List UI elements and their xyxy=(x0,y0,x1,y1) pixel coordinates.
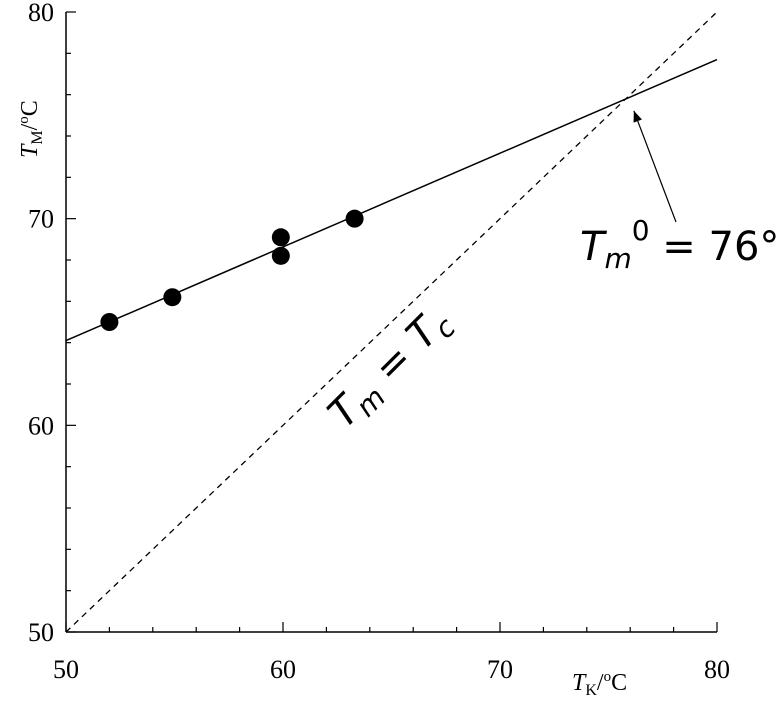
data-point xyxy=(345,209,364,228)
diagonal-annotation: Tm = Tc xyxy=(320,298,463,441)
reference-line xyxy=(65,11,718,633)
y-axis-label: TM/oC xyxy=(16,100,46,158)
x-tick-label: 70 xyxy=(487,655,513,684)
data-point xyxy=(271,246,290,265)
arrow-shaft xyxy=(633,110,677,223)
tick-labels: 50 60 70 80 50 60 70 80 xyxy=(28,0,730,684)
y-tick-label: 80 xyxy=(28,0,54,27)
x-tick-label: 60 xyxy=(270,655,296,684)
x-tick-label: 50 xyxy=(53,655,79,684)
data-point xyxy=(100,313,119,331)
axes xyxy=(65,11,718,633)
annotation-arrow xyxy=(633,110,677,223)
chart-lines xyxy=(65,11,718,633)
arrow-head xyxy=(633,110,642,123)
x-axis-label: TK/oC xyxy=(572,669,627,699)
data-points xyxy=(100,209,364,331)
x-tick-label: 80 xyxy=(704,655,730,684)
equilibrium-annotation: Tm0 = 76°C xyxy=(580,214,780,275)
data-point xyxy=(163,288,182,307)
y-tick-label: 70 xyxy=(28,205,54,234)
y-tick-label: 60 xyxy=(28,411,54,440)
data-point xyxy=(271,228,290,247)
y-tick-label: 50 xyxy=(28,618,54,647)
